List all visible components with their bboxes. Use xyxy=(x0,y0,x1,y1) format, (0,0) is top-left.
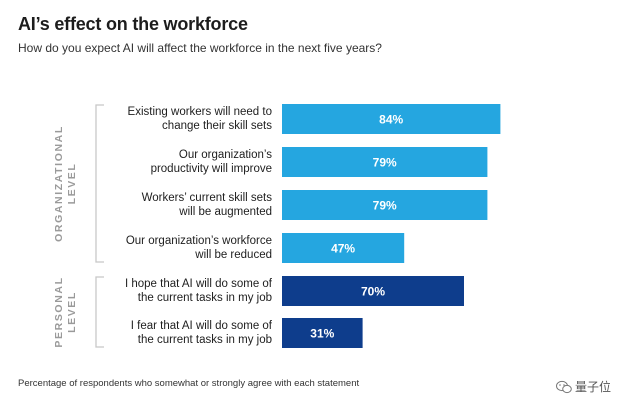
category-label: Workers’ current skill sets will be augme… xyxy=(142,192,273,218)
category-label-line: Our organization’s workforce xyxy=(126,235,272,247)
chart-subtitle: How do you expect AI will affect the wor… xyxy=(18,41,382,55)
category-label-line: Workers’ current skill sets xyxy=(142,192,273,204)
category-label-line: the current tasks in my job xyxy=(138,292,272,304)
data-label: 31% xyxy=(310,327,334,341)
bar xyxy=(282,190,488,220)
category-label-line: will be augmented xyxy=(178,206,272,218)
category-label-line: change their skill sets xyxy=(162,120,272,132)
group-bracket xyxy=(95,104,104,263)
category-label-line: I hope that AI will do some of xyxy=(125,278,273,290)
data-label: 70% xyxy=(361,285,385,299)
group-bracket xyxy=(95,276,104,348)
group-label: PERSONALLEVEL xyxy=(53,276,78,347)
category-label-line: the current tasks in my job xyxy=(138,334,272,346)
group-label: ORGANIZATIONALLEVEL xyxy=(53,125,78,242)
bar xyxy=(282,276,464,306)
group-label-line: LEVEL xyxy=(66,291,78,333)
watermark-text: 量子位 xyxy=(575,380,612,394)
data-label: 79% xyxy=(373,156,397,170)
data-label: 47% xyxy=(331,242,355,256)
bar xyxy=(282,104,501,134)
category-label: Existing workers will need to change thei… xyxy=(128,106,273,132)
chart-title: AI’s effect on the workforce xyxy=(18,14,248,34)
data-label: 84% xyxy=(379,113,403,127)
category-label-line: will be reduced xyxy=(194,249,272,261)
category-label-line: productivity will improve xyxy=(151,163,272,175)
category-label: Our organization’s productivity will impr… xyxy=(151,149,273,175)
chat-bubble-icon xyxy=(556,380,572,393)
category-label-line: Our organization’s xyxy=(179,149,272,161)
bar xyxy=(282,318,363,348)
category-label-line: I fear that AI will do some of xyxy=(131,320,273,332)
watermark: 量子位 xyxy=(556,378,611,395)
group-label-line: LEVEL xyxy=(66,163,78,205)
category-label: I fear that AI will do some of the curren… xyxy=(131,320,273,346)
bar xyxy=(282,233,405,263)
group-label-line: ORGANIZATIONAL xyxy=(53,125,65,242)
group-label-line: PERSONAL xyxy=(53,276,65,347)
data-label: 79% xyxy=(373,199,397,213)
category-label: Our organization’s workforce will be redu… xyxy=(126,235,272,261)
chart-footnote: Percentage of respondents who somewhat o… xyxy=(18,378,360,389)
category-label: I hope that AI will do some of the curren… xyxy=(125,278,273,304)
bar xyxy=(282,147,488,177)
category-label-line: Existing workers will need to xyxy=(128,106,272,118)
